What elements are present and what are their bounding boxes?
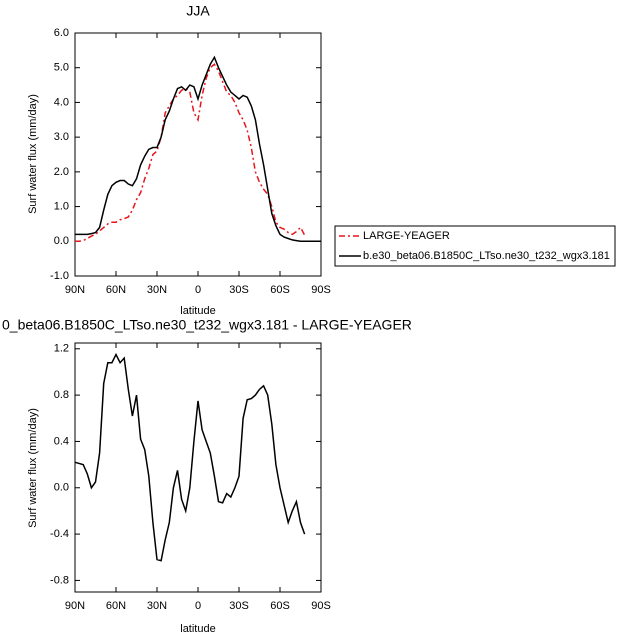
chart-title: 0_beta06.B1850C_LTso.ne30_t232_wgx3.181 … — [2, 317, 412, 333]
plot-frame — [74, 342, 322, 593]
x-tick-label: 30S — [229, 284, 249, 296]
x-tick-label: 60N — [106, 600, 126, 612]
y-tick-label: 5.0 — [54, 62, 69, 74]
legend: LARGE-YEAGER b.e30_beta06.B1850C_LTso.ne3… — [334, 225, 616, 267]
chart-title: JJA — [186, 3, 210, 19]
y-tick-label: -0.4 — [50, 528, 69, 540]
x-tick-label: 90N — [65, 284, 85, 296]
x-tick-label: 0 — [195, 284, 201, 296]
y-tick-label: 1.0 — [54, 200, 69, 212]
y-tick-label: 1.2 — [54, 343, 69, 355]
y-tick-label: 3.0 — [54, 131, 69, 143]
legend-label: b.e30_beta06.B1850C_LTso.ne30_t232_wgx3.… — [363, 250, 610, 262]
y-tick-label: -0.8 — [50, 574, 69, 586]
y-tick-label: 0.0 — [54, 482, 69, 494]
x-tick-label: 30S — [229, 600, 249, 612]
x-tick-label: 0 — [195, 600, 201, 612]
y-axis-label: Surf water flux (mm/day) — [27, 94, 39, 214]
y-tick-label: 2.0 — [54, 166, 69, 178]
y-tick-label: 0.4 — [54, 435, 69, 447]
y-axis-label: Surf water flux (mm/day) — [27, 408, 39, 528]
x-axis-label: latitude — [180, 305, 215, 317]
x-tick-label: 60S — [270, 284, 290, 296]
data-line — [74, 352, 306, 562]
y-tick-label: -1.0 — [50, 270, 69, 282]
x-tick-label: 60N — [106, 284, 126, 296]
x-tick-label: 30N — [147, 284, 167, 296]
data-line — [75, 63, 306, 243]
legend-label: LARGE-YEAGER — [363, 230, 450, 242]
x-axis-label: latitude — [180, 623, 215, 635]
y-tick-label: 0.8 — [54, 389, 69, 401]
x-tick-label: 90S — [311, 600, 331, 612]
x-tick-label: 30N — [147, 600, 167, 612]
data-line — [75, 55, 321, 243]
x-tick-label: 90S — [311, 284, 331, 296]
plot-frame — [74, 32, 322, 277]
y-tick-label: 4.0 — [54, 96, 69, 108]
x-tick-label: 90N — [65, 600, 85, 612]
legend-box — [334, 225, 616, 267]
y-tick-label: 6.0 — [54, 27, 69, 39]
y-tick-label: 0.0 — [54, 235, 69, 247]
x-tick-label: 60S — [270, 600, 290, 612]
